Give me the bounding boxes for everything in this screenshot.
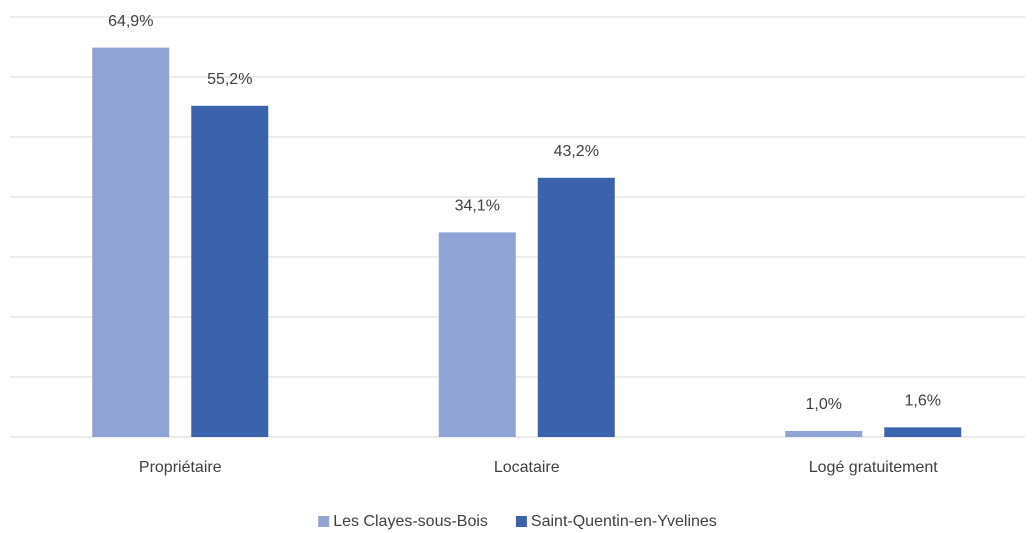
data-label: 1,0% [806, 396, 842, 413]
x-tick-label: Logé gratuitement [809, 459, 939, 476]
data-label: 55,2% [207, 71, 252, 88]
data-label: 1,6% [905, 393, 941, 410]
x-tick-label: Locataire [494, 459, 560, 476]
bar [785, 431, 863, 437]
x-tick-label: Propriétaire [139, 459, 222, 476]
legend-label: Les Clayes-sous-Bois [333, 513, 488, 530]
bar [537, 177, 615, 438]
legend-swatch [515, 516, 527, 527]
bar [191, 105, 269, 438]
legend-label: Saint-Quentin-en-Yvelines [531, 513, 717, 530]
data-label: 64,9% [108, 13, 153, 30]
bar [884, 427, 962, 437]
bar [92, 47, 170, 437]
data-label: 34,1% [455, 198, 500, 215]
legend-swatch [318, 516, 330, 527]
bar [438, 232, 516, 437]
legend-item: Saint-Quentin-en-Yvelines [515, 513, 717, 530]
legend-item: Les Clayes-sous-Bois [318, 513, 488, 530]
data-label: 43,2% [554, 143, 599, 160]
